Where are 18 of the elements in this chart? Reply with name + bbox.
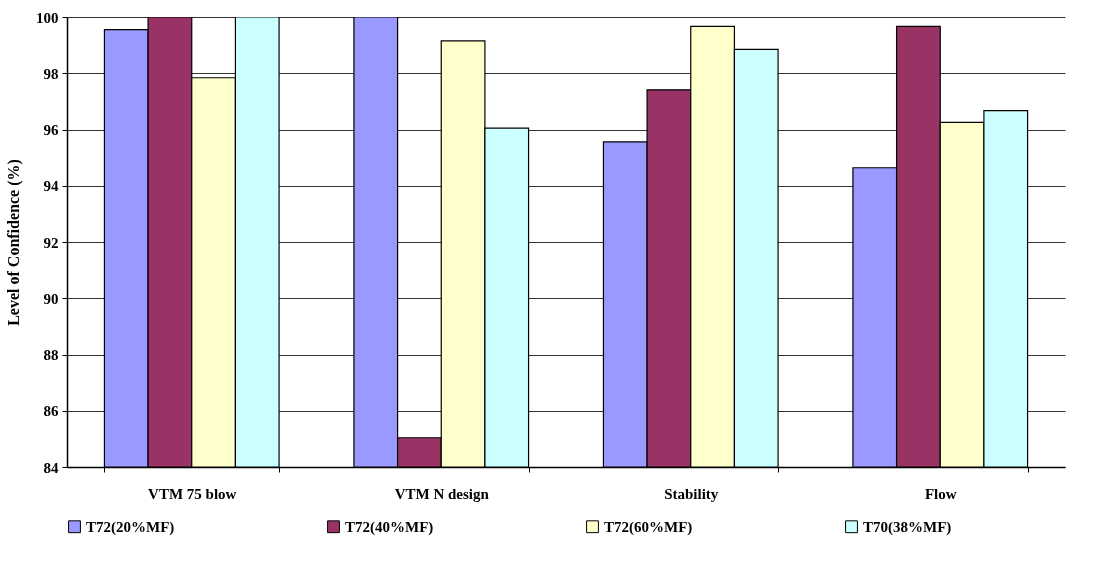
y-tick-label: 90 — [43, 290, 59, 307]
x-tick-label: VTM 75 blow — [148, 485, 237, 502]
y-tick-label: 92 — [43, 234, 59, 251]
x-tick-label: Flow — [924, 485, 957, 502]
legend-label: T72(20%MF) — [86, 518, 175, 536]
y-tick-label: 96 — [43, 122, 59, 138]
legend-label: T70(38%MF) — [863, 518, 952, 536]
y-tick-label: 100 — [36, 9, 59, 26]
y-tick-label: 86 — [43, 403, 59, 420]
x-tick-label: VTM N design — [394, 485, 490, 502]
legend-label: T72(60%MF) — [604, 518, 693, 536]
y-tick-label: 84 — [43, 459, 59, 476]
legend-label: T72(40%MF) — [345, 518, 434, 536]
y-tick-label: 98 — [43, 65, 59, 82]
y-tick-label: 88 — [43, 347, 59, 363]
x-tick-label: Stability — [664, 485, 719, 502]
y-axis-title: Level of Confidence (%) — [5, 159, 23, 326]
y-tick-label: 94 — [43, 178, 59, 195]
